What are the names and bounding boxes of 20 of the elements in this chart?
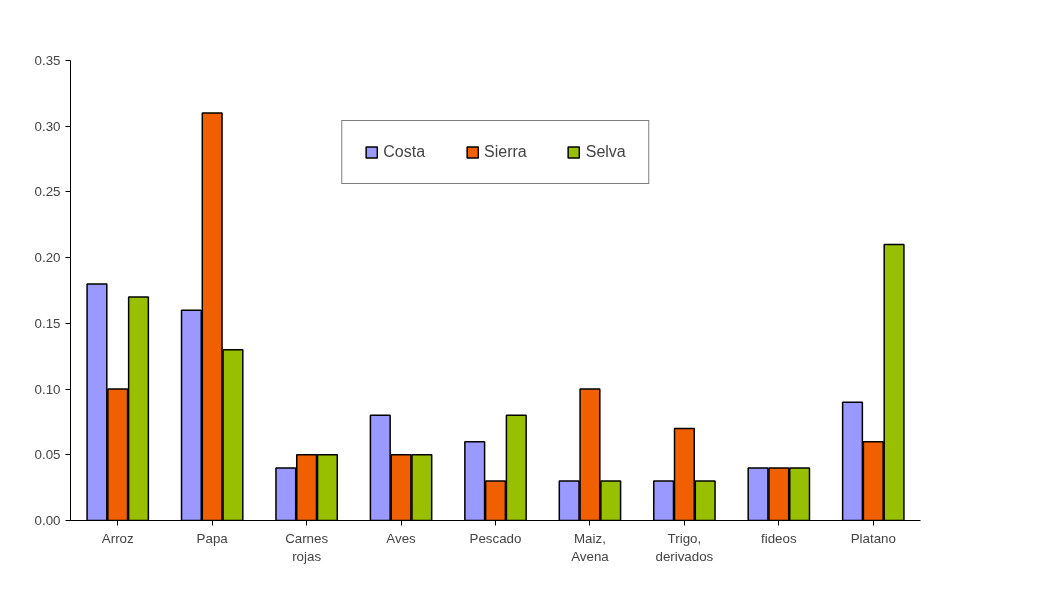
legend-label: Selva: [585, 143, 626, 161]
x-tick-label: Papa: [196, 530, 229, 546]
y-tick-label: 0.30: [34, 118, 61, 134]
y-tick-label: 0.25: [34, 184, 61, 200]
y-tick-label: 0.15: [34, 315, 61, 331]
y-tick-label: 0.10: [34, 381, 61, 397]
x-tick-label: Arroz: [101, 530, 134, 546]
y-tick-label: 0.20: [34, 250, 61, 266]
x-tick-label: Pescado: [469, 530, 522, 546]
y-tick-label: 0.05: [34, 447, 61, 463]
x-tick-label: Maiz, Avena: [571, 530, 610, 564]
legend-label: Sierra: [484, 143, 527, 161]
y-tick-label: 0.35: [34, 53, 61, 68]
x-tick-label: Trigo, derivados: [655, 530, 714, 564]
x-tick-label: Carnes rojas: [285, 530, 329, 564]
x-tick-label: Aves: [386, 530, 417, 546]
x-tick-label: Platano: [850, 530, 896, 546]
x-tick-label: fideos: [761, 530, 797, 546]
legend-label: Costa: [383, 143, 426, 161]
y-tick-label: 0.00: [34, 513, 61, 528]
